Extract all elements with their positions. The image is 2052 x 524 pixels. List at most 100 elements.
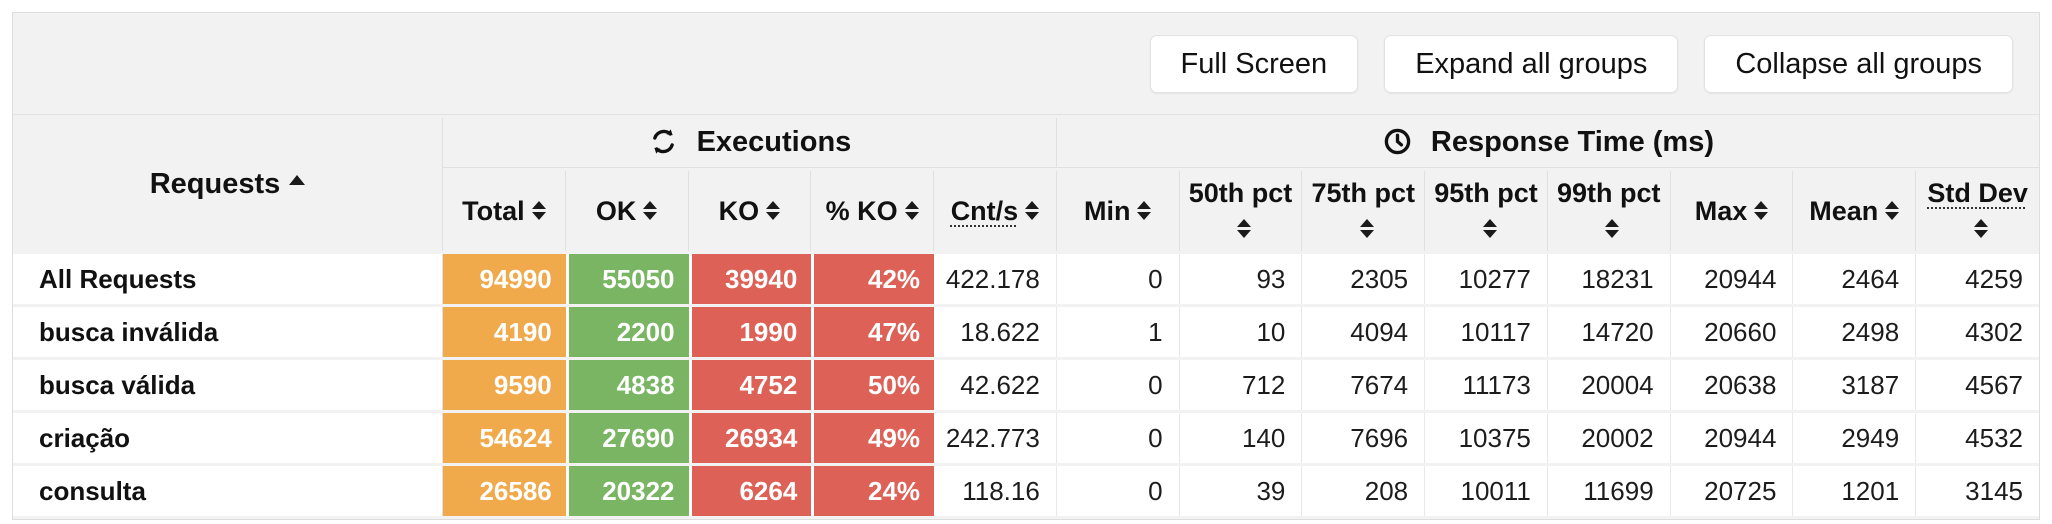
column-header-max[interactable]: Max (1670, 171, 1794, 251)
ko-count: 39940 (688, 254, 812, 304)
cnts-value: 18.622 (934, 307, 1057, 357)
executions-group-label: Executions (696, 126, 852, 158)
pct-ko: 24% (811, 466, 935, 516)
p99-value: 18231 (1547, 254, 1671, 304)
collapse-all-groups-button[interactable]: Collapse all groups (1704, 34, 2013, 93)
request-name[interactable]: All Requests (13, 254, 443, 304)
p50-value: 712 (1179, 360, 1303, 410)
sort-icon (1754, 201, 1769, 221)
total-count: 94990 (443, 254, 566, 304)
p50-value: 140 (1179, 413, 1303, 463)
cnts-value: 42.622 (934, 360, 1057, 410)
p95-value: 10011 (1425, 466, 1548, 516)
pct-ko: 42% (811, 254, 935, 304)
mean-value: 2949 (1793, 413, 1917, 463)
column-header-ok[interactable]: OK (565, 171, 689, 251)
pct-ko: 47% (811, 307, 935, 357)
sort-icon (1137, 201, 1152, 221)
column-header-row: Total OK KO % KO Cnt/s Min 50th pct 75th… (13, 171, 2039, 251)
cnts-value: 242.773 (934, 413, 1057, 463)
column-header-total[interactable]: Total (443, 171, 566, 251)
requests-header-label: Requests (149, 168, 281, 200)
p95-value: 10277 (1425, 254, 1548, 304)
column-header-ko[interactable]: KO (688, 171, 812, 251)
p75-value: 4094 (1302, 307, 1426, 357)
column-label: Total (462, 195, 525, 226)
full-screen-button[interactable]: Full Screen (1149, 34, 1359, 93)
table-row[interactable]: busca válida 9590 4838 4752 50% 42.622 0… (13, 360, 2039, 410)
p95-value: 11173 (1425, 360, 1548, 410)
p95-value: 10375 (1425, 413, 1548, 463)
column-header-99th-pct[interactable]: 99th pct (1547, 171, 1671, 251)
sort-icon (1974, 219, 1989, 239)
max-value: 20638 (1670, 360, 1794, 410)
ko-count: 26934 (688, 413, 812, 463)
mean-value: 1201 (1793, 466, 1917, 516)
total-count: 26586 (443, 466, 566, 516)
column-label: % KO (825, 195, 898, 226)
sort-icon (531, 201, 546, 221)
p99-value: 14720 (1547, 307, 1671, 357)
table-row[interactable]: criação 54624 27690 26934 49% 242.773 0 … (13, 413, 2039, 463)
column-label: Max (1694, 195, 1748, 226)
response-time-group-header: Response Time (ms) (1056, 118, 2039, 168)
max-value: 20660 (1670, 307, 1794, 357)
p99-value: 11699 (1547, 466, 1671, 516)
mean-value: 2464 (1793, 254, 1917, 304)
max-value: 20944 (1670, 413, 1794, 463)
column-header-cnts[interactable]: Cnt/s (934, 171, 1057, 251)
mean-value: 2498 (1793, 307, 1917, 357)
sort-icon (1025, 201, 1040, 221)
p75-value: 7696 (1302, 413, 1426, 463)
ok-count: 20322 (565, 466, 689, 516)
statistics-panel: Full Screen Expand all groups Collapse a… (12, 12, 2040, 520)
table-row[interactable]: busca inválida 4190 2200 1990 47% 18.622… (13, 307, 2039, 357)
p50-value: 39 (1179, 466, 1303, 516)
p50-value: 93 (1179, 254, 1303, 304)
column-label: 99th pct (1557, 177, 1661, 208)
ko-count: 4752 (688, 360, 812, 410)
column-label: Min (1083, 195, 1131, 226)
column-header-75th-pct[interactable]: 75th pct (1302, 171, 1426, 251)
executions-icon (652, 129, 674, 154)
column-header-std-dev[interactable]: Std Dev (1916, 171, 2039, 251)
p75-value: 7674 (1302, 360, 1426, 410)
stddev-value: 4259 (1916, 254, 2039, 304)
statistics-table: Requests Executions Re (13, 115, 2039, 519)
column-label: 50th pct (1188, 177, 1293, 208)
ok-count: 4838 (565, 360, 689, 410)
table-row[interactable]: All Requests 94990 55050 39940 42% 422.1… (13, 254, 2039, 304)
pct-ko: 49% (811, 413, 935, 463)
ok-count: 55050 (565, 254, 689, 304)
stddev-value: 4302 (1916, 307, 2039, 357)
request-name[interactable]: busca inválida (13, 307, 443, 357)
requests-sort-header[interactable]: Requests (13, 118, 443, 251)
max-value: 20725 (1670, 466, 1794, 516)
column-label: Cnt/s (950, 195, 1019, 226)
column-header-50th-pct[interactable]: 50th pct (1179, 171, 1303, 251)
expand-all-groups-button[interactable]: Expand all groups (1384, 34, 1679, 93)
ko-count: 6264 (688, 466, 812, 516)
stddev-value: 4532 (1916, 413, 2039, 463)
min-value: 0 (1056, 254, 1180, 304)
sort-icon (766, 201, 781, 221)
total-count: 9590 (443, 360, 566, 410)
p75-value: 2305 (1302, 254, 1426, 304)
column-label: 75th pct (1311, 177, 1415, 208)
column-label: Std Dev (1927, 177, 2028, 208)
total-count: 54624 (443, 413, 566, 463)
response-time-group-label: Response Time (ms) (1430, 126, 1714, 158)
table-row[interactable]: consulta 26586 20322 6264 24% 118.16 0 3… (13, 466, 2039, 516)
p95-value: 10117 (1425, 307, 1548, 357)
toolbar: Full Screen Expand all groups Collapse a… (13, 13, 2039, 115)
mean-value: 3187 (1793, 360, 1917, 410)
request-name[interactable]: busca válida (13, 360, 443, 410)
column-header-95th-pct[interactable]: 95th pct (1425, 171, 1548, 251)
request-name[interactable]: consulta (13, 466, 443, 516)
column-header-pct-ko[interactable]: % KO (811, 171, 935, 251)
pct-ko: 50% (811, 360, 935, 410)
column-header-mean[interactable]: Mean (1793, 171, 1917, 251)
column-label: 95th pct (1434, 177, 1538, 208)
column-header-min[interactable]: Min (1056, 171, 1180, 251)
request-name[interactable]: criação (13, 413, 443, 463)
